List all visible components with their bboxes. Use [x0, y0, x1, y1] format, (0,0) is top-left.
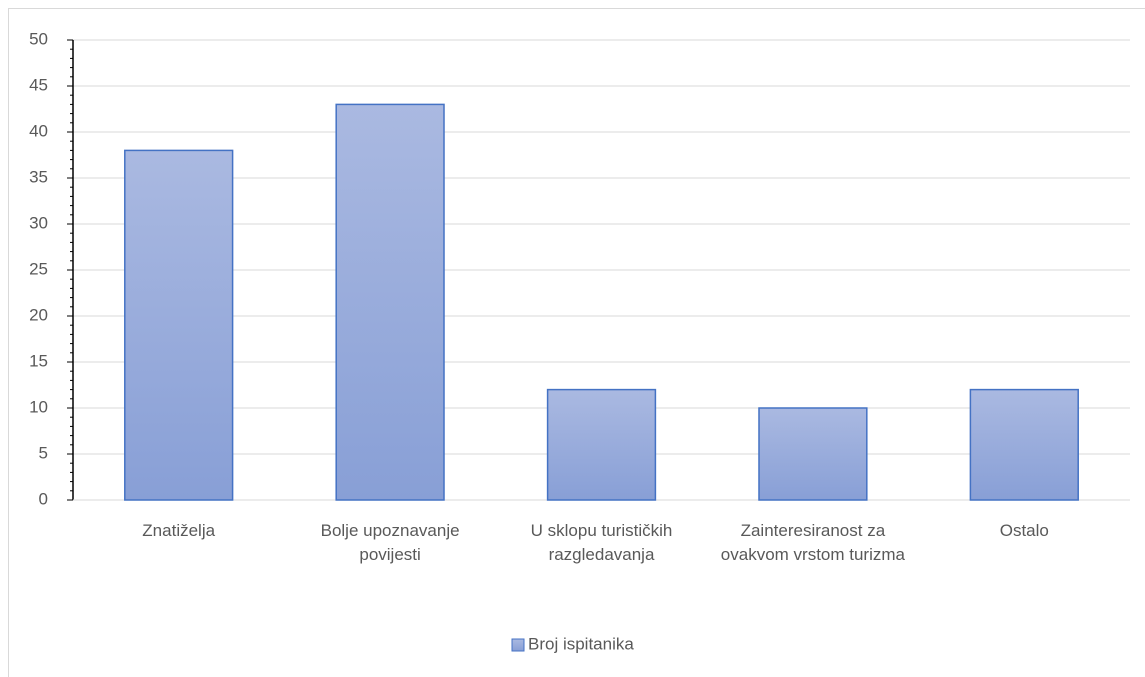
y-tick-label: 30: [29, 213, 48, 232]
legend-swatch: [511, 638, 525, 652]
bar: [969, 388, 1079, 501]
y-tick-label: 0: [39, 489, 48, 508]
bar: [335, 103, 445, 501]
y-tick-label: 25: [29, 259, 48, 278]
chart-border: [8, 8, 1145, 677]
x-tick-label: Zainteresiranost za ovakvom vrstom turiz…: [720, 521, 905, 564]
y-tick-label: 5: [39, 443, 48, 462]
legend-label: Broj ispitanika: [528, 634, 634, 653]
x-tick-label: Ostalo: [999, 521, 1049, 540]
y-tick-label: 20: [29, 305, 48, 324]
x-tick-label: Znatiželja: [142, 521, 216, 540]
bar: [758, 407, 868, 501]
y-tick-label: 50: [29, 29, 48, 48]
y-tick-label: 40: [29, 121, 48, 140]
x-tick-label: U sklopu turističkih razgledavanja: [530, 521, 673, 564]
bar: [546, 388, 657, 501]
y-tick-label: 15: [29, 351, 48, 370]
y-tick-label: 10: [29, 397, 48, 416]
y-tick-label: 45: [29, 75, 48, 94]
x-tick-label: Bolje upoznavanje povijesti: [320, 521, 460, 564]
y-tick-label: 35: [29, 167, 48, 186]
bar: [124, 149, 234, 501]
